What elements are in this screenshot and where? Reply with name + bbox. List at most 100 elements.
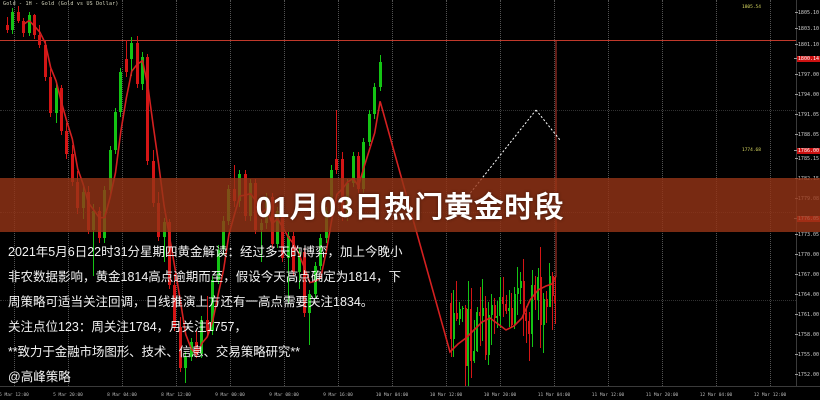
candlestick bbox=[114, 107, 117, 155]
candle-body bbox=[496, 315, 499, 319]
candlestick bbox=[505, 295, 508, 314]
time-axis-tick: 9 Mar 08:00 bbox=[269, 393, 299, 398]
candlestick bbox=[508, 290, 510, 327]
time-axis-tick: 10 Mar 20:00 bbox=[483, 393, 517, 398]
candle-body bbox=[531, 285, 534, 335]
price-axis-tick: 1788.05 bbox=[794, 132, 819, 138]
candle-body bbox=[38, 35, 42, 46]
candlestick bbox=[184, 351, 188, 383]
price-axis-tick: 1794.00 bbox=[794, 92, 819, 98]
candle-body bbox=[16, 12, 20, 22]
candle-body bbox=[27, 15, 31, 34]
candle-body bbox=[481, 308, 484, 316]
candle-body bbox=[43, 45, 47, 78]
candle-body bbox=[484, 308, 487, 355]
candlestick bbox=[481, 279, 484, 342]
candle-body bbox=[502, 297, 505, 304]
time-axis-tick: 10 Mar 12:00 bbox=[429, 393, 463, 398]
page-title: 01月03日热门黄金时段 bbox=[255, 192, 565, 224]
candlestick bbox=[378, 55, 382, 91]
candlestick bbox=[502, 277, 505, 318]
reference-line-1800 bbox=[0, 40, 796, 42]
article-line: **致力于金融市场图形、技术、信息、交易策略研究** bbox=[8, 345, 300, 359]
price-axis-tick: 1764.00 bbox=[794, 292, 819, 298]
candlestick bbox=[499, 276, 502, 328]
candle-body bbox=[542, 298, 545, 325]
candlestick bbox=[484, 296, 487, 361]
candle-body bbox=[146, 56, 150, 162]
candle-body bbox=[508, 308, 510, 311]
price-axis-tick: 1785.15 bbox=[794, 156, 819, 162]
candlestick bbox=[522, 259, 525, 337]
candlestick bbox=[124, 39, 128, 78]
candle-body bbox=[479, 312, 481, 316]
candlestick bbox=[487, 301, 490, 366]
candle-wick bbox=[479, 286, 481, 346]
candle-body bbox=[525, 312, 528, 322]
candlestick bbox=[531, 270, 534, 347]
article-line: 2021年5月6日22时31分星期四黄金解读：经过多天的博弈，加上今晚小 bbox=[8, 245, 403, 259]
candlestick bbox=[38, 24, 42, 49]
time-axis-tick: 12 Mar 04:00 bbox=[699, 393, 733, 398]
candle-body bbox=[49, 77, 53, 114]
candle-body bbox=[6, 24, 9, 31]
article-signature: @高峰策略 bbox=[8, 370, 71, 384]
candle-body bbox=[184, 357, 188, 369]
candle-body bbox=[522, 281, 525, 313]
candlestick bbox=[141, 52, 144, 90]
candlestick bbox=[510, 292, 513, 328]
price-axis-tick: 1786.00 bbox=[793, 148, 820, 154]
candle-body bbox=[551, 275, 554, 296]
candle-body bbox=[528, 321, 531, 335]
time-axis-tick: 9 Mar 00:00 bbox=[215, 393, 245, 398]
candlestick bbox=[54, 84, 58, 123]
price-axis-tick: 1805.10 bbox=[794, 10, 819, 16]
time-axis[interactable]: 5 Mar 12:00 5 Mar 20:00 8 Mar 04:00 8 Mar 1… bbox=[0, 386, 820, 400]
candle-wick bbox=[491, 294, 493, 345]
candlestick bbox=[516, 266, 519, 316]
candle-body bbox=[373, 86, 377, 115]
time-axis-tick: 12 Mar 12:00 bbox=[753, 393, 787, 398]
candlestick bbox=[22, 17, 26, 38]
candlestick bbox=[496, 301, 499, 329]
candle-body bbox=[11, 12, 15, 31]
candle-body bbox=[539, 277, 542, 325]
candle-body bbox=[499, 297, 502, 316]
time-axis-tick: 5 Mar 20:00 bbox=[53, 393, 83, 398]
candle-body bbox=[135, 42, 139, 85]
candlestick bbox=[43, 40, 47, 82]
time-axis-tick: 11 Mar 04:00 bbox=[537, 393, 571, 398]
candle-body bbox=[378, 62, 382, 87]
candle-body bbox=[65, 130, 69, 155]
candlestick bbox=[335, 110, 339, 174]
price-axis-tick: 1758.00 bbox=[794, 332, 819, 338]
candle-body bbox=[119, 71, 123, 112]
candlestick bbox=[119, 67, 123, 118]
candle-body bbox=[545, 298, 548, 308]
time-axis-tick: 9 Mar 16:00 bbox=[323, 393, 353, 398]
candlestick bbox=[513, 287, 516, 330]
price-axis-tick: 1803.10 bbox=[794, 26, 819, 32]
candle-body bbox=[548, 275, 551, 308]
candle-body bbox=[367, 114, 371, 142]
price-axis-tick: 1767.00 bbox=[794, 272, 819, 278]
candle-body bbox=[534, 285, 537, 300]
time-axis-tick: 11 Mar 20:00 bbox=[645, 393, 679, 398]
candlestick bbox=[554, 276, 557, 324]
candlestick bbox=[539, 247, 542, 349]
candlestick bbox=[490, 294, 493, 345]
candle-body bbox=[124, 59, 128, 72]
candlestick bbox=[11, 8, 15, 35]
candlestick bbox=[542, 292, 545, 354]
price-annotation-right: 1774.68 bbox=[742, 148, 761, 153]
candle-body bbox=[510, 308, 513, 326]
candlestick bbox=[545, 291, 548, 323]
candlestick bbox=[519, 272, 522, 305]
candlestick bbox=[33, 13, 36, 39]
candle-body bbox=[554, 295, 557, 304]
candle-body bbox=[513, 294, 516, 326]
candlestick bbox=[130, 37, 134, 76]
candle-body bbox=[141, 56, 144, 85]
candlestick bbox=[135, 35, 139, 89]
